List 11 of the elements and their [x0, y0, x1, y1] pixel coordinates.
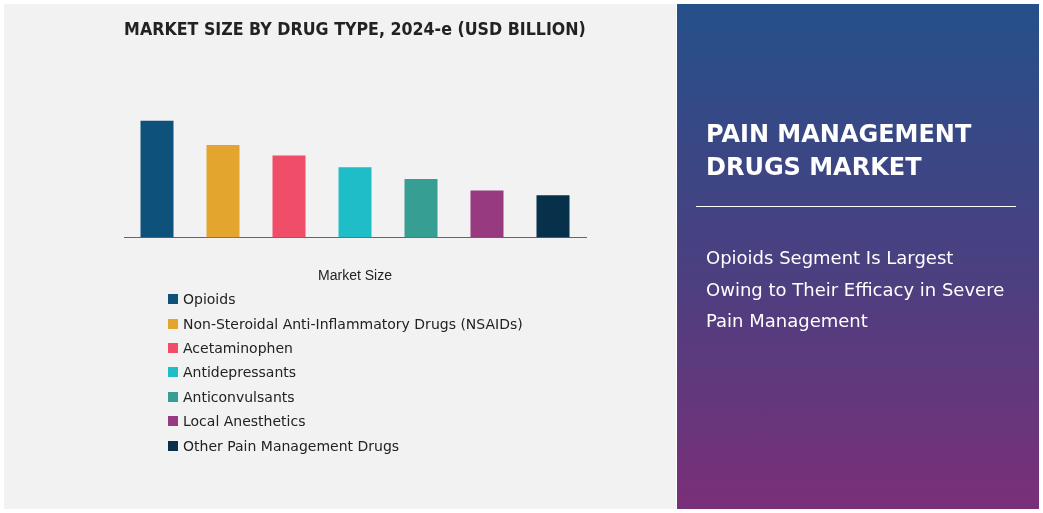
chart-title: MARKET SIZE BY DRUG TYPE, 2024-e (USD BILLION) [124, 19, 586, 39]
x-axis-title: Market Size [318, 267, 393, 284]
legend-label: Antidepressants [183, 364, 297, 381]
legend-label: Acetaminophen [183, 339, 293, 356]
text: PAIN MANAGEMENT DRUGS MARKET [706, 119, 973, 183]
text: Opioids Segment Is Largest Owing to Their Efficacy in Severe Pain Management [706, 246, 1006, 333]
legend-label: Anticonvulsants [183, 388, 295, 405]
legend-label: Other Pain Management Drugs [183, 437, 400, 454]
legend-label: Non-Steroidal Anti-Inflammatory Drugs (NSAIDs) [183, 315, 523, 332]
legend-label: Local Anesthetics [183, 413, 306, 430]
legend-label: Opioids [183, 291, 236, 308]
